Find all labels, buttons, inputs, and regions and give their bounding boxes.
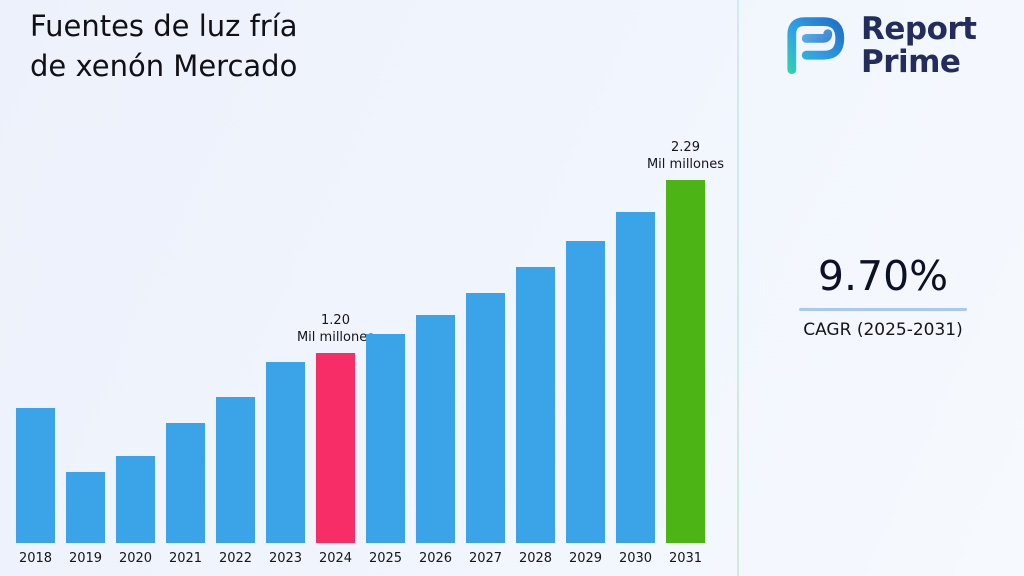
x-axis-label-2026: 2026 [418, 551, 453, 566]
x-axis-label-2029: 2029 [568, 551, 603, 566]
bar-2021 [166, 423, 205, 543]
report-prime-logo-icon [779, 12, 851, 80]
x-axis-label-2025: 2025 [368, 551, 403, 566]
bar-cell-2027: 2027 [466, 287, 505, 566]
bar-2030 [616, 212, 655, 543]
right-panel: Report Prime 9.70% CAGR (2025-2031) [739, 0, 1024, 576]
x-axis-label-2019: 2019 [68, 551, 103, 566]
x-axis-label-2022: 2022 [218, 551, 253, 566]
bar-value-label-2024: 1.20 Mil millones [296, 313, 375, 346]
bar-2022 [216, 397, 255, 543]
bar-2018 [16, 408, 55, 543]
bar-cell-2030: 2030 [616, 206, 655, 566]
bar-cell-2024: 1.20 Mil millones 2024 [297, 313, 374, 566]
bar-2025 [366, 334, 405, 543]
x-axis-label-2028: 2028 [518, 551, 553, 566]
logo-text-prime: Prime [861, 44, 961, 80]
cagr-underline [799, 308, 967, 311]
x-axis-label-2031: 2031 [668, 551, 703, 566]
bar-cell-2021: 2021 [166, 417, 205, 566]
bar-chart: 2018 2019 2020 2021 2022 2023 1.20 Mil millones… [16, 140, 724, 566]
bar-2026 [416, 315, 455, 543]
logo-wordmark: Report Prime [861, 13, 977, 79]
bar-value-label-2031: 2.29 Mil millones [646, 140, 725, 173]
x-axis-label-2021: 2021 [168, 551, 203, 566]
bar-cell-2018: 2018 [16, 402, 55, 566]
divider-line [737, 0, 739, 576]
bar-cell-2019: 2019 [66, 466, 105, 566]
report-prime-logo: Report Prime [779, 12, 977, 80]
bar-2028 [516, 267, 555, 543]
bar-cell-2022: 2022 [216, 391, 255, 566]
bar-2020 [116, 456, 155, 543]
cagr-block: 9.70% CAGR (2025-2031) [799, 252, 967, 340]
bar-2031 [666, 180, 705, 543]
bar-2029 [566, 241, 605, 543]
logo-text-report: Report [861, 11, 977, 48]
x-axis-label-2023: 2023 [268, 551, 303, 566]
bar-2024 [316, 353, 355, 543]
bar-2019 [66, 472, 105, 543]
bar-cell-2023: 2023 [266, 356, 305, 566]
bar-cell-2028: 2028 [516, 261, 555, 566]
x-axis-label-2020: 2020 [118, 551, 153, 566]
x-axis-label-2018: 2018 [18, 551, 53, 566]
cagr-value: 9.70% [817, 252, 949, 300]
x-axis-label-2027: 2027 [468, 551, 503, 566]
bar-cell-2026: 2026 [416, 309, 455, 566]
bar-2027 [466, 293, 505, 543]
bar-cell-2025: 2025 [366, 328, 405, 566]
bar-2023 [266, 362, 305, 543]
x-axis-label-2030: 2030 [618, 551, 653, 566]
page-title: Fuentes de luz fría de xenón Mercado [30, 9, 298, 84]
x-axis-label-2024: 2024 [318, 551, 353, 566]
bar-cell-2031: 2.29 Mil millones 2031 [647, 140, 724, 566]
cagr-label: CAGR (2025-2031) [803, 320, 963, 340]
bar-cell-2029: 2029 [566, 235, 605, 566]
bar-cell-2020: 2020 [116, 450, 155, 566]
